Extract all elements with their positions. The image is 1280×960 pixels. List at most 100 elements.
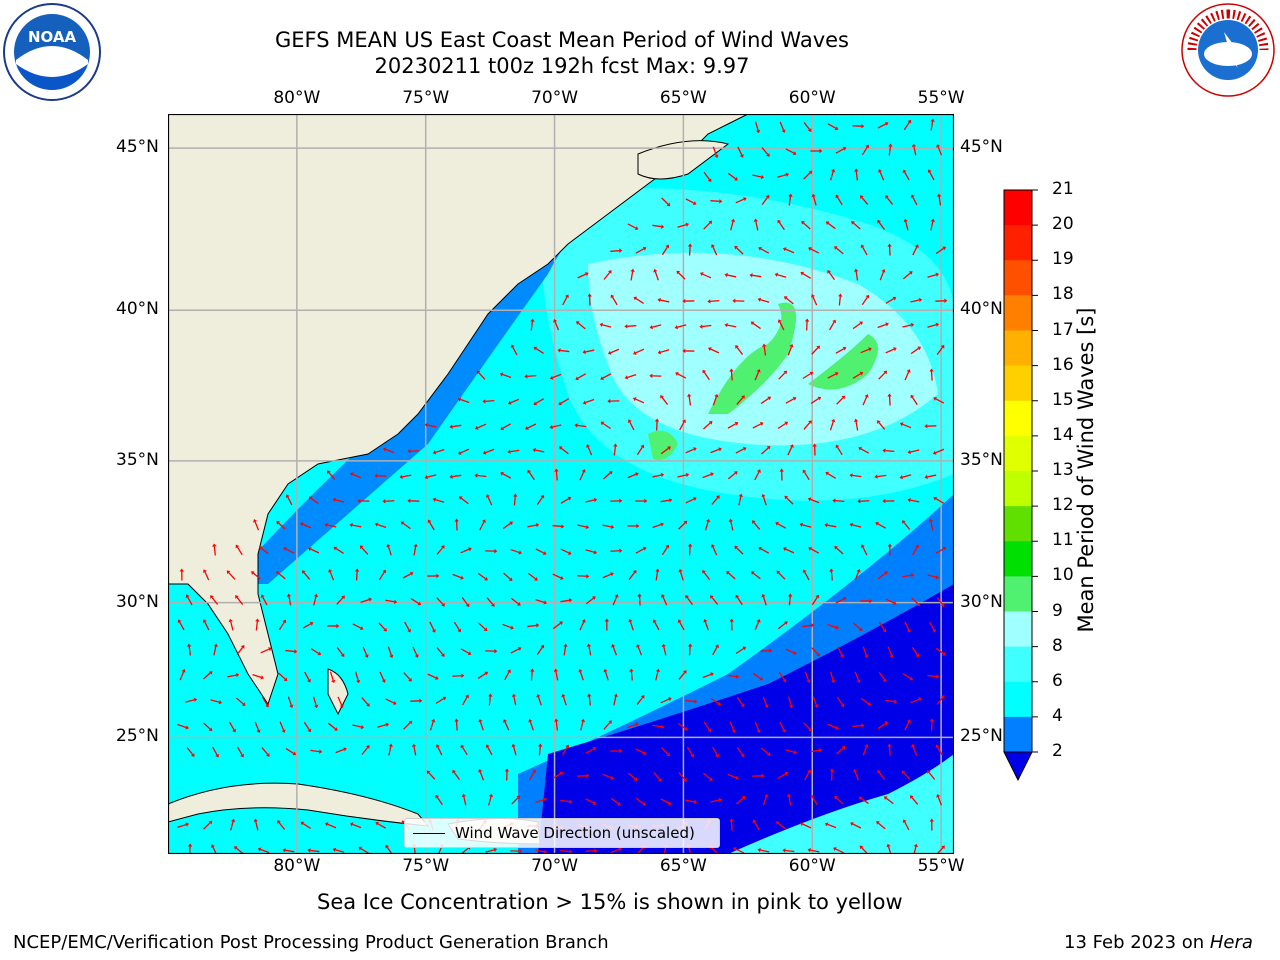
wave-arrow-head [385, 844, 390, 849]
wave-arrow-head [431, 629, 436, 633]
legend-line-sample [413, 832, 445, 834]
wave-arrow [811, 347, 819, 355]
wave-arrow-head [703, 618, 708, 623]
wave-arrow [653, 772, 661, 780]
wave-arrow-head [869, 598, 873, 604]
wave-arrow-head [607, 270, 612, 274]
wave-arrow-head [924, 423, 928, 429]
wave-arrow [835, 148, 845, 154]
wave-arrow [335, 499, 345, 503]
wave-arrow [661, 246, 668, 256]
wave-arrow [835, 348, 845, 354]
wave-arrow [911, 396, 918, 406]
wave-arrow [936, 346, 943, 356]
wave-arrow-head [581, 469, 586, 473]
wave-arrow-head [910, 394, 915, 399]
wave-arrow-head [942, 246, 947, 251]
colorbar-segment [1004, 435, 1032, 472]
longitude-label-bottom: 55°W [917, 856, 965, 876]
wave-arrow [737, 146, 743, 156]
wave-arrow-head [619, 248, 623, 253]
wave-arrow [562, 296, 568, 306]
wave-arrow-head [929, 368, 934, 372]
wave-arrow-head [399, 474, 403, 480]
wave-arrow [652, 724, 662, 728]
wave-arrow-head [907, 497, 911, 503]
wave-arrow-head [508, 577, 513, 581]
wave-arrow-head [484, 576, 488, 581]
wave-arrow-head [864, 654, 869, 659]
wave-arrow-head [587, 693, 592, 697]
wave-arrow-head [285, 494, 290, 499]
wave-arrow [828, 321, 835, 331]
wave-arrow [911, 597, 919, 605]
wave-arrow-head [867, 701, 872, 706]
wave-arrow-head [202, 619, 207, 623]
wave-arrow-head [766, 153, 770, 157]
wave-arrow [229, 721, 235, 731]
wave-arrow [802, 373, 812, 379]
wave-arrow [428, 521, 435, 531]
wave-arrow-head [190, 753, 195, 757]
wave-arrow-head [524, 374, 528, 379]
wave-arrow [836, 747, 844, 755]
wave-arrow [361, 697, 369, 705]
wave-arrow-head [883, 796, 888, 801]
wave-arrow-head [792, 396, 797, 401]
wave-arrow-head [326, 470, 331, 475]
wave-arrow [661, 197, 669, 205]
wave-arrow-head [735, 674, 740, 679]
wave-arrow-head [683, 520, 688, 525]
wave-arrow-head [289, 704, 294, 709]
wave-arrow [630, 271, 634, 281]
wave-arrow-head [208, 727, 213, 732]
wave-arrow-head [578, 668, 583, 673]
wave-arrow-head [314, 704, 319, 709]
colorbar-tick-label: 15 [1052, 389, 1074, 410]
wave-arrow-head [408, 677, 412, 682]
wave-arrow [861, 146, 868, 156]
wave-arrow-head [824, 822, 829, 827]
wave-arrow [928, 772, 936, 780]
colorbar-tick-label: 16 [1052, 354, 1074, 375]
wave-arrow-head [574, 423, 578, 428]
wave-arrow [685, 799, 695, 803]
wave-arrow [661, 397, 669, 405]
colorbar-segment [1004, 681, 1032, 718]
wave-arrow [762, 496, 767, 506]
wave-arrow-head [808, 247, 812, 251]
wave-arrow [530, 671, 533, 681]
wave-arrow [361, 547, 369, 555]
footer-credit: NCEP/EMC/Verification Post Processing Pr… [13, 932, 609, 953]
wave-arrow-head [593, 550, 598, 555]
wave-arrow [577, 524, 587, 528]
wave-arrow [753, 522, 761, 530]
wave-arrow-head [482, 450, 487, 455]
wave-arrow-head [884, 721, 888, 726]
wave-arrow-head [930, 118, 935, 122]
wave-arrow-head [426, 770, 431, 775]
wave-arrow-head [692, 201, 697, 206]
wave-arrow [486, 597, 494, 605]
wave-arrow-head [610, 572, 614, 577]
wave-arrow-head [283, 677, 288, 682]
wave-arrow [610, 848, 620, 854]
wave-arrow-head [726, 571, 730, 575]
wave-arrow [612, 646, 618, 656]
wave-arrow [852, 724, 862, 728]
wave-arrow-head [317, 651, 322, 656]
wave-arrow [560, 599, 570, 603]
wave-arrow [777, 622, 786, 630]
wave-arrow-head [818, 747, 823, 753]
wave-arrow-head [860, 544, 865, 548]
wave-arrow [337, 696, 343, 706]
wave-arrow [577, 373, 587, 379]
wave-arrow-head [594, 848, 598, 853]
wave-arrow-head [532, 769, 536, 774]
wave-arrow-head [557, 348, 561, 353]
wave-arrow-head [258, 546, 263, 550]
wave-arrow [453, 621, 460, 631]
wave-arrow [785, 248, 795, 254]
wave-arrow-head [859, 845, 864, 850]
wave-arrow [677, 324, 687, 328]
